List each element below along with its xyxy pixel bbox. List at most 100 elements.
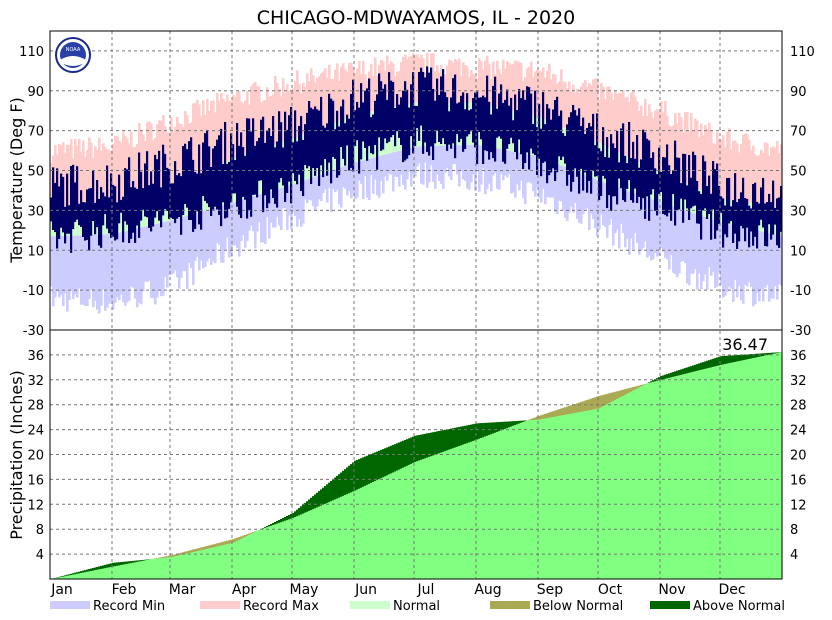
normal-precip-bar xyxy=(200,550,203,579)
above-normal-bar xyxy=(80,571,83,573)
observed-temp-bar xyxy=(476,91,479,165)
normal-precip-bar xyxy=(688,372,691,579)
normal-precip-bar xyxy=(94,570,97,579)
above-normal-bar xyxy=(134,560,137,563)
normal-precip-bar xyxy=(440,452,443,579)
observed-temp-bar xyxy=(542,92,545,163)
above-normal-bar xyxy=(272,522,275,526)
above-normal-bar xyxy=(438,431,441,454)
observed-temp-bar xyxy=(198,144,201,225)
observed-temp-bar xyxy=(212,148,215,210)
observed-temp-bar xyxy=(120,199,123,213)
record-max-bar xyxy=(198,104,201,174)
above-normal-bar xyxy=(102,565,105,569)
record-max-bar xyxy=(446,65,449,103)
normal-precip-bar xyxy=(570,413,573,579)
below-normal-bar xyxy=(172,554,175,557)
observed-temp-bar xyxy=(398,104,401,138)
observed-temp-bar xyxy=(356,101,359,141)
record-min-bar xyxy=(156,223,159,298)
observed-temp-bar xyxy=(422,71,425,154)
above-normal-bar xyxy=(78,571,81,574)
above-normal-bar xyxy=(764,353,767,356)
record-min-bar xyxy=(518,152,521,191)
above-normal-bar xyxy=(464,425,467,444)
normal-precip-bar xyxy=(568,414,571,579)
below-normal-bar xyxy=(162,556,165,558)
normal-precip-bar xyxy=(532,420,535,579)
below-normal-bar xyxy=(232,539,235,543)
record-min-bar xyxy=(180,217,183,278)
record-max-bar xyxy=(172,131,175,186)
observed-temp-bar xyxy=(338,126,341,176)
record-min-bar xyxy=(414,146,417,177)
observed-temp-bar xyxy=(660,171,663,193)
normal-precip-bar xyxy=(206,548,209,579)
below-normal-bar xyxy=(234,538,237,542)
below-normal-bar xyxy=(540,415,543,420)
observed-temp-bar xyxy=(498,93,501,137)
below-normal-bar xyxy=(176,553,179,556)
record-min-bar xyxy=(334,169,337,193)
observed-temp-bar xyxy=(698,191,701,224)
record-min-bar xyxy=(288,185,291,216)
above-normal-bar xyxy=(346,467,349,495)
below-normal-bar xyxy=(202,546,205,550)
above-normal-bar xyxy=(404,439,407,467)
below-normal-bar xyxy=(536,416,539,420)
record-min-bar xyxy=(770,233,773,299)
record-min-bar xyxy=(608,184,611,226)
normal-precip-bar xyxy=(304,512,307,579)
observed-temp-bar xyxy=(234,160,237,194)
record-min-bar xyxy=(128,230,131,301)
record-min-bar xyxy=(408,148,411,172)
record-min-bar xyxy=(720,222,723,285)
record-min-bar xyxy=(90,235,93,291)
observed-temp-bar xyxy=(424,77,427,143)
observed-temp-bar xyxy=(430,67,433,147)
record-min-bar xyxy=(332,170,335,189)
observed-temp-bar xyxy=(132,181,135,233)
above-normal-bar xyxy=(434,431,437,455)
record-max-bar xyxy=(596,78,599,142)
record-min-bar xyxy=(292,184,295,213)
normal-precip-bar xyxy=(456,446,459,579)
record-max-bar xyxy=(560,69,563,127)
observed-temp-bar xyxy=(466,93,469,137)
observed-temp-bar xyxy=(510,97,513,138)
normal-precip-bar xyxy=(526,420,529,579)
normal-precip-bar xyxy=(420,459,423,579)
record-min-bar xyxy=(394,151,397,177)
normal-precip-bar xyxy=(266,527,269,579)
record-max-bar xyxy=(582,82,585,136)
record-min-bar xyxy=(490,147,493,192)
record-min-bar xyxy=(682,209,685,261)
observed-temp-bar xyxy=(78,203,81,226)
month-label: May xyxy=(290,582,319,598)
record-min-bar xyxy=(366,159,369,198)
above-normal-bar xyxy=(292,513,295,518)
observed-temp-bar xyxy=(326,123,329,176)
record-min-bar xyxy=(472,144,475,175)
record-min-bar xyxy=(500,149,503,175)
above-normal-bar xyxy=(334,477,337,500)
observed-temp-bar xyxy=(396,94,399,132)
record-max-bar xyxy=(696,120,699,189)
precip-tick-right: 28 xyxy=(790,399,807,414)
normal-precip-bar xyxy=(352,491,355,579)
temp-tick-left: 30 xyxy=(27,204,44,219)
above-normal-bar xyxy=(62,575,65,577)
normal-precip-bar xyxy=(346,494,349,579)
normal-precip-bar xyxy=(580,411,583,579)
normal-precip-bar xyxy=(132,562,135,579)
above-normal-bar xyxy=(754,353,757,358)
observed-temp-bar xyxy=(606,137,609,209)
observed-temp-bar xyxy=(252,118,255,195)
normal-precip-bar xyxy=(222,545,225,579)
record-min-bar xyxy=(762,231,765,302)
record-max-bar xyxy=(738,152,741,202)
observed-temp-bar xyxy=(680,183,683,199)
normal-precip-bar xyxy=(480,438,483,579)
below-normal-bar xyxy=(638,385,641,388)
record-min-bar xyxy=(296,183,299,227)
